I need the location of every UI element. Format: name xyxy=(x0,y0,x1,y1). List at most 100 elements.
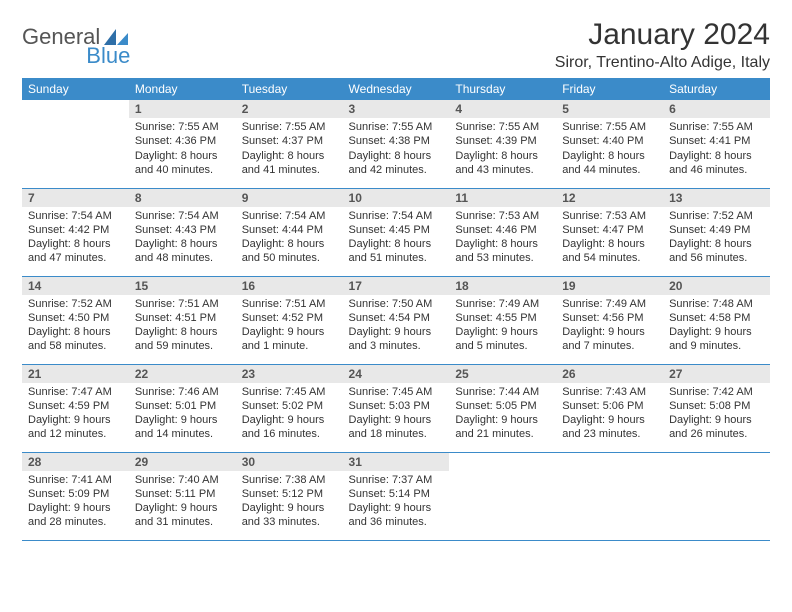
day-number: 6 xyxy=(663,100,770,118)
day-number: 29 xyxy=(129,453,236,471)
calendar-cell: 11Sunrise: 7:53 AMSunset: 4:46 PMDayligh… xyxy=(449,188,556,276)
location: Siror, Trentino-Alto Adige, Italy xyxy=(555,54,770,72)
calendar-cell: 23Sunrise: 7:45 AMSunset: 5:02 PMDayligh… xyxy=(236,364,343,452)
day-number: 16 xyxy=(236,277,343,295)
day-content: Sunrise: 7:51 AMSunset: 4:52 PMDaylight:… xyxy=(236,295,343,358)
weekday-header: Monday xyxy=(129,78,236,100)
calendar-cell: 22Sunrise: 7:46 AMSunset: 5:01 PMDayligh… xyxy=(129,364,236,452)
empty-cell xyxy=(22,100,129,118)
day-number: 11 xyxy=(449,189,556,207)
day-content: Sunrise: 7:50 AMSunset: 4:54 PMDaylight:… xyxy=(343,295,450,358)
calendar-cell: 4Sunrise: 7:55 AMSunset: 4:39 PMDaylight… xyxy=(449,100,556,188)
calendar-cell: 5Sunrise: 7:55 AMSunset: 4:40 PMDaylight… xyxy=(556,100,663,188)
day-number: 1 xyxy=(129,100,236,118)
day-number: 28 xyxy=(22,453,129,471)
day-number: 19 xyxy=(556,277,663,295)
day-content: Sunrise: 7:53 AMSunset: 4:47 PMDaylight:… xyxy=(556,207,663,270)
calendar-cell: 24Sunrise: 7:45 AMSunset: 5:03 PMDayligh… xyxy=(343,364,450,452)
day-content: Sunrise: 7:37 AMSunset: 5:14 PMDaylight:… xyxy=(343,471,450,534)
day-number: 5 xyxy=(556,100,663,118)
calendar-row: 14Sunrise: 7:52 AMSunset: 4:50 PMDayligh… xyxy=(22,276,770,364)
day-number: 27 xyxy=(663,365,770,383)
day-content: Sunrise: 7:48 AMSunset: 4:58 PMDaylight:… xyxy=(663,295,770,358)
day-content: Sunrise: 7:43 AMSunset: 5:06 PMDaylight:… xyxy=(556,383,663,446)
calendar-cell: 10Sunrise: 7:54 AMSunset: 4:45 PMDayligh… xyxy=(343,188,450,276)
calendar-cell: 26Sunrise: 7:43 AMSunset: 5:06 PMDayligh… xyxy=(556,364,663,452)
month-title: January 2024 xyxy=(555,18,770,52)
day-number: 3 xyxy=(343,100,450,118)
day-content: Sunrise: 7:40 AMSunset: 5:11 PMDaylight:… xyxy=(129,471,236,534)
calendar-cell: 29Sunrise: 7:40 AMSunset: 5:11 PMDayligh… xyxy=(129,452,236,540)
calendar-cell: 18Sunrise: 7:49 AMSunset: 4:55 PMDayligh… xyxy=(449,276,556,364)
calendar-cell: 21Sunrise: 7:47 AMSunset: 4:59 PMDayligh… xyxy=(22,364,129,452)
calendar-cell: 17Sunrise: 7:50 AMSunset: 4:54 PMDayligh… xyxy=(343,276,450,364)
calendar-cell xyxy=(449,452,556,540)
weekday-header: Tuesday xyxy=(236,78,343,100)
calendar-row: 7Sunrise: 7:54 AMSunset: 4:42 PMDaylight… xyxy=(22,188,770,276)
day-content: Sunrise: 7:52 AMSunset: 4:50 PMDaylight:… xyxy=(22,295,129,358)
day-content: Sunrise: 7:55 AMSunset: 4:41 PMDaylight:… xyxy=(663,118,770,181)
day-content: Sunrise: 7:38 AMSunset: 5:12 PMDaylight:… xyxy=(236,471,343,534)
day-number: 8 xyxy=(129,189,236,207)
weekday-header: Friday xyxy=(556,78,663,100)
day-number: 18 xyxy=(449,277,556,295)
weekday-header: Wednesday xyxy=(343,78,450,100)
day-content: Sunrise: 7:54 AMSunset: 4:45 PMDaylight:… xyxy=(343,207,450,270)
day-content: Sunrise: 7:52 AMSunset: 4:49 PMDaylight:… xyxy=(663,207,770,270)
calendar-cell: 7Sunrise: 7:54 AMSunset: 4:42 PMDaylight… xyxy=(22,188,129,276)
calendar-cell: 13Sunrise: 7:52 AMSunset: 4:49 PMDayligh… xyxy=(663,188,770,276)
day-content: Sunrise: 7:53 AMSunset: 4:46 PMDaylight:… xyxy=(449,207,556,270)
calendar-cell: 16Sunrise: 7:51 AMSunset: 4:52 PMDayligh… xyxy=(236,276,343,364)
day-content: Sunrise: 7:55 AMSunset: 4:40 PMDaylight:… xyxy=(556,118,663,181)
day-content: Sunrise: 7:55 AMSunset: 4:36 PMDaylight:… xyxy=(129,118,236,181)
calendar-cell: 1Sunrise: 7:55 AMSunset: 4:36 PMDaylight… xyxy=(129,100,236,188)
day-content: Sunrise: 7:45 AMSunset: 5:02 PMDaylight:… xyxy=(236,383,343,446)
title-block: January 2024 Siror, Trentino-Alto Adige,… xyxy=(555,18,770,72)
day-number: 20 xyxy=(663,277,770,295)
day-content: Sunrise: 7:55 AMSunset: 4:39 PMDaylight:… xyxy=(449,118,556,181)
calendar-cell xyxy=(663,452,770,540)
calendar-body: 1Sunrise: 7:55 AMSunset: 4:36 PMDaylight… xyxy=(22,100,770,540)
calendar-cell: 9Sunrise: 7:54 AMSunset: 4:44 PMDaylight… xyxy=(236,188,343,276)
day-content: Sunrise: 7:47 AMSunset: 4:59 PMDaylight:… xyxy=(22,383,129,446)
day-content: Sunrise: 7:46 AMSunset: 5:01 PMDaylight:… xyxy=(129,383,236,446)
day-content: Sunrise: 7:41 AMSunset: 5:09 PMDaylight:… xyxy=(22,471,129,534)
calendar-cell: 12Sunrise: 7:53 AMSunset: 4:47 PMDayligh… xyxy=(556,188,663,276)
calendar-table: SundayMondayTuesdayWednesdayThursdayFrid… xyxy=(22,78,770,541)
calendar-cell: 25Sunrise: 7:44 AMSunset: 5:05 PMDayligh… xyxy=(449,364,556,452)
day-content: Sunrise: 7:54 AMSunset: 4:44 PMDaylight:… xyxy=(236,207,343,270)
calendar-row: 1Sunrise: 7:55 AMSunset: 4:36 PMDaylight… xyxy=(22,100,770,188)
day-content: Sunrise: 7:49 AMSunset: 4:56 PMDaylight:… xyxy=(556,295,663,358)
calendar-cell: 6Sunrise: 7:55 AMSunset: 4:41 PMDaylight… xyxy=(663,100,770,188)
day-number: 26 xyxy=(556,365,663,383)
calendar-row: 28Sunrise: 7:41 AMSunset: 5:09 PMDayligh… xyxy=(22,452,770,540)
day-content: Sunrise: 7:55 AMSunset: 4:38 PMDaylight:… xyxy=(343,118,450,181)
day-number: 31 xyxy=(343,453,450,471)
calendar-cell: 20Sunrise: 7:48 AMSunset: 4:58 PMDayligh… xyxy=(663,276,770,364)
weekday-header: Thursday xyxy=(449,78,556,100)
calendar-cell xyxy=(22,100,129,188)
day-number: 9 xyxy=(236,189,343,207)
weekday-header-row: SundayMondayTuesdayWednesdayThursdayFrid… xyxy=(22,78,770,100)
logo: General Blue xyxy=(22,24,132,50)
day-number: 7 xyxy=(22,189,129,207)
calendar-cell: 28Sunrise: 7:41 AMSunset: 5:09 PMDayligh… xyxy=(22,452,129,540)
calendar-cell: 2Sunrise: 7:55 AMSunset: 4:37 PMDaylight… xyxy=(236,100,343,188)
day-number: 21 xyxy=(22,365,129,383)
calendar-cell: 19Sunrise: 7:49 AMSunset: 4:56 PMDayligh… xyxy=(556,276,663,364)
day-content: Sunrise: 7:54 AMSunset: 4:42 PMDaylight:… xyxy=(22,207,129,270)
day-number: 14 xyxy=(22,277,129,295)
day-content: Sunrise: 7:49 AMSunset: 4:55 PMDaylight:… xyxy=(449,295,556,358)
calendar-cell: 8Sunrise: 7:54 AMSunset: 4:43 PMDaylight… xyxy=(129,188,236,276)
calendar-cell: 15Sunrise: 7:51 AMSunset: 4:51 PMDayligh… xyxy=(129,276,236,364)
calendar-cell xyxy=(556,452,663,540)
weekday-header: Saturday xyxy=(663,78,770,100)
day-content: Sunrise: 7:42 AMSunset: 5:08 PMDaylight:… xyxy=(663,383,770,446)
calendar-cell: 31Sunrise: 7:37 AMSunset: 5:14 PMDayligh… xyxy=(343,452,450,540)
day-number: 30 xyxy=(236,453,343,471)
day-number: 23 xyxy=(236,365,343,383)
calendar-cell: 3Sunrise: 7:55 AMSunset: 4:38 PMDaylight… xyxy=(343,100,450,188)
weekday-header: Sunday xyxy=(22,78,129,100)
day-content: Sunrise: 7:45 AMSunset: 5:03 PMDaylight:… xyxy=(343,383,450,446)
header: General Blue January 2024 Siror, Trentin… xyxy=(22,18,770,72)
